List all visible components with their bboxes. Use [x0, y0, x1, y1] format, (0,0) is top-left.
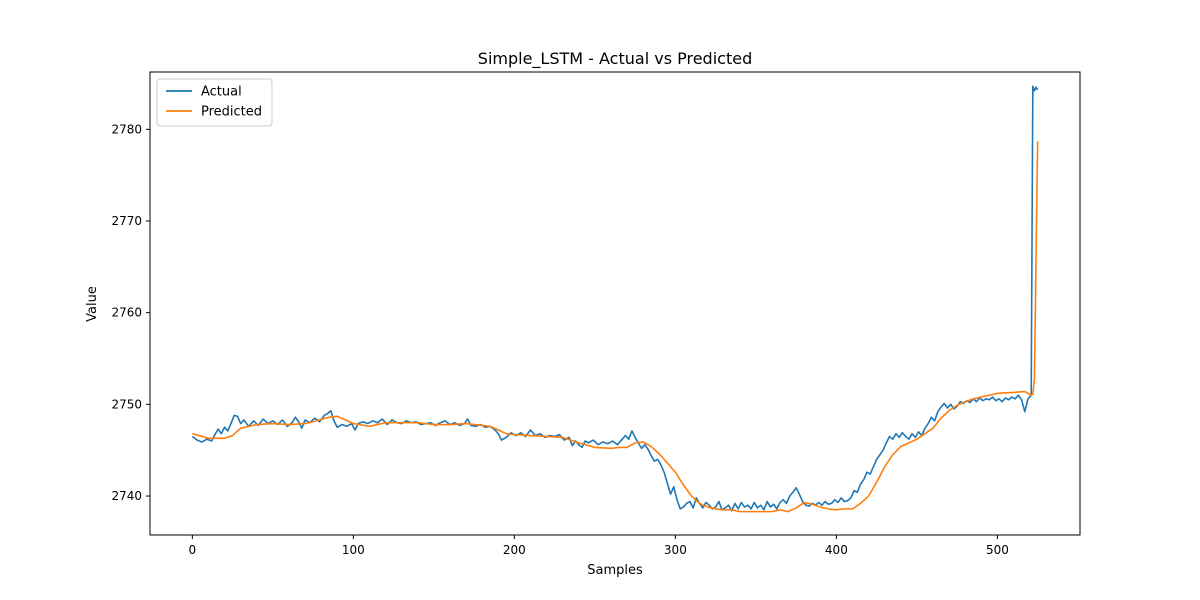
chart-title: Simple_LSTM - Actual vs Predicted	[478, 49, 752, 69]
plot-area-frame	[149, 71, 1081, 536]
series-line-actual	[191, 85, 1039, 512]
x-tick-label: 500	[986, 543, 1009, 557]
series-layer	[191, 85, 1039, 513]
x-tick-label: 200	[503, 543, 526, 557]
series-line-predicted	[192, 141, 1039, 513]
legend-label-actual: Actual	[201, 85, 242, 100]
x-tick-label: 0	[189, 543, 197, 557]
y-tick-label: 2780	[111, 122, 142, 136]
y-tick-label: 2770	[111, 214, 142, 228]
x-tick-label: 400	[825, 543, 848, 557]
x-tick-label: 100	[342, 543, 365, 557]
x-axis-label: Samples	[587, 563, 643, 578]
legend: Actual Predicted	[156, 78, 273, 127]
y-tick-label: 2760	[111, 306, 142, 320]
y-axis-label: Value	[85, 286, 100, 322]
ticks-layer: 0 100 200 300 400 500 2740 2750 2760 2770 2780	[111, 122, 1008, 557]
legend-label-predicted: Predicted	[201, 105, 262, 120]
x-tick-label: 300	[664, 543, 687, 557]
y-tick-label: 2750	[111, 397, 142, 411]
y-tick-label: 2740	[111, 489, 142, 503]
